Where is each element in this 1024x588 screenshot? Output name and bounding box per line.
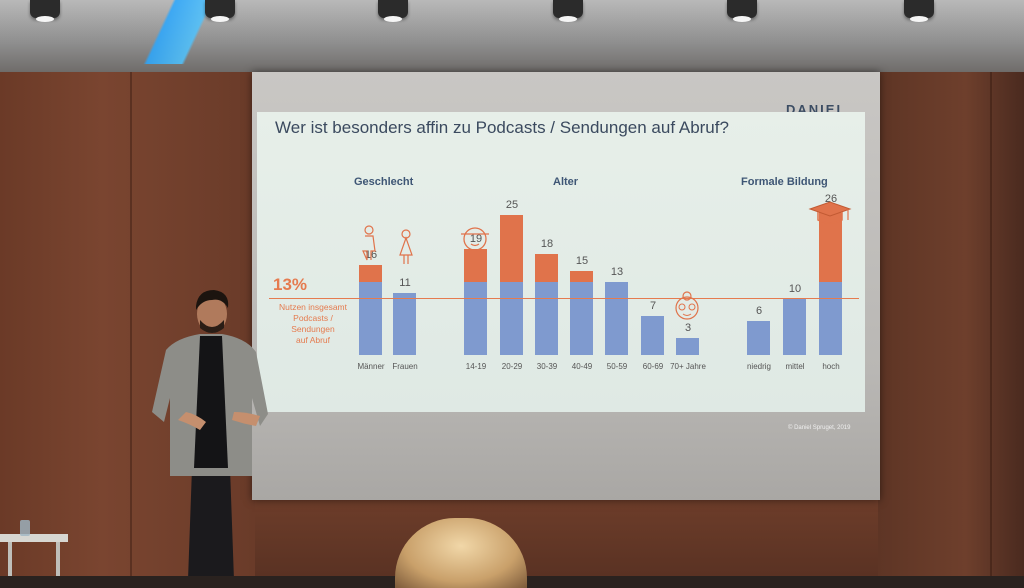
bar-above-average: [570, 271, 593, 283]
young-face-icon: [461, 227, 489, 251]
category-label: 70+ Jahre: [670, 362, 706, 371]
bar: [747, 321, 770, 355]
ceiling-spotlight: [378, 0, 408, 22]
bar-value-label: 11: [399, 277, 411, 290]
bar-value-label: 25: [505, 199, 519, 211]
slide: Wer ist besonders affin zu Podcasts / Se…: [257, 112, 865, 412]
bar: [605, 282, 628, 355]
category-label: 40-49: [571, 362, 593, 371]
bar: [783, 299, 806, 355]
category-label: Männer: [357, 362, 385, 371]
ceiling-spotlight: [553, 0, 583, 22]
overall-percentage: 13%: [273, 275, 308, 294]
bar-above-average: [535, 254, 558, 283]
overall-label-line: auf Abruf: [295, 335, 331, 345]
presenter: [152, 290, 268, 576]
ceiling-spotlight: [205, 0, 235, 22]
graduation-cap-icon: [808, 201, 852, 224]
wood-wall-bottom: [255, 500, 878, 576]
bar-value-label: 3: [684, 322, 692, 335]
category-label: niedrig: [746, 362, 771, 371]
bar-value-label: 6: [755, 305, 763, 318]
bar: [500, 215, 523, 355]
bar: [464, 248, 487, 355]
overall-label-line: Nutzen insgesamt: [278, 302, 348, 312]
category-label: Frauen: [392, 362, 418, 371]
bar-above-average: [464, 248, 487, 283]
wall-plank-seam: [130, 72, 132, 576]
bar-value-label: 18: [540, 238, 554, 251]
bar: [535, 254, 558, 355]
bar: [393, 293, 416, 355]
category-label: 14-19: [465, 362, 487, 371]
elderly-face-icon: [675, 291, 699, 320]
bar-value-label: 10: [788, 283, 802, 295]
category-label: hoch: [822, 362, 840, 371]
bar: [570, 271, 593, 355]
category-label: 60-69: [642, 362, 664, 371]
bar: [641, 315, 664, 355]
section-label-education: Formale Bildung: [741, 176, 828, 188]
overall-label-line: Podcasts /: [293, 313, 333, 323]
wood-wall-right: [878, 72, 1024, 576]
slide-title: Wer ist besonders affin zu Podcasts / Se…: [275, 118, 729, 137]
bar-value-label: 7: [649, 299, 657, 312]
reference-line: [269, 298, 859, 299]
female-icon: [399, 229, 413, 264]
category-label: 50-59: [606, 362, 628, 371]
bar: [819, 209, 842, 355]
overall-label: Nutzen insgesamt Podcasts / Sendungen au…: [270, 302, 356, 346]
category-label: 30-39: [536, 362, 558, 371]
category-label: mittel: [785, 362, 805, 371]
section-label-gender: Geschlecht: [354, 176, 414, 188]
side-table: [0, 520, 68, 576]
slide-copyright: © Daniel Spruget, 2019: [788, 425, 851, 431]
bar-above-average: [819, 209, 842, 283]
wall-plank-seam: [990, 72, 992, 576]
bar-above-average: [359, 265, 382, 283]
section-label-age: Alter: [553, 176, 579, 188]
bar: [676, 338, 699, 355]
ceiling-spotlight: [30, 0, 60, 22]
category-label: 20-29: [501, 362, 523, 371]
female-icon: [362, 225, 376, 261]
ceiling-spotlight: [727, 0, 757, 22]
ceiling-spotlight: [904, 0, 934, 22]
overall-label-line: Sendungen: [291, 324, 335, 334]
bar-value-label: 19: [469, 232, 483, 245]
ceiling: [0, 0, 1024, 72]
bar-above-average: [500, 215, 523, 283]
bar-value-label: 13: [610, 266, 624, 279]
bar-value-label: 15: [575, 255, 589, 267]
bar: [359, 265, 382, 355]
